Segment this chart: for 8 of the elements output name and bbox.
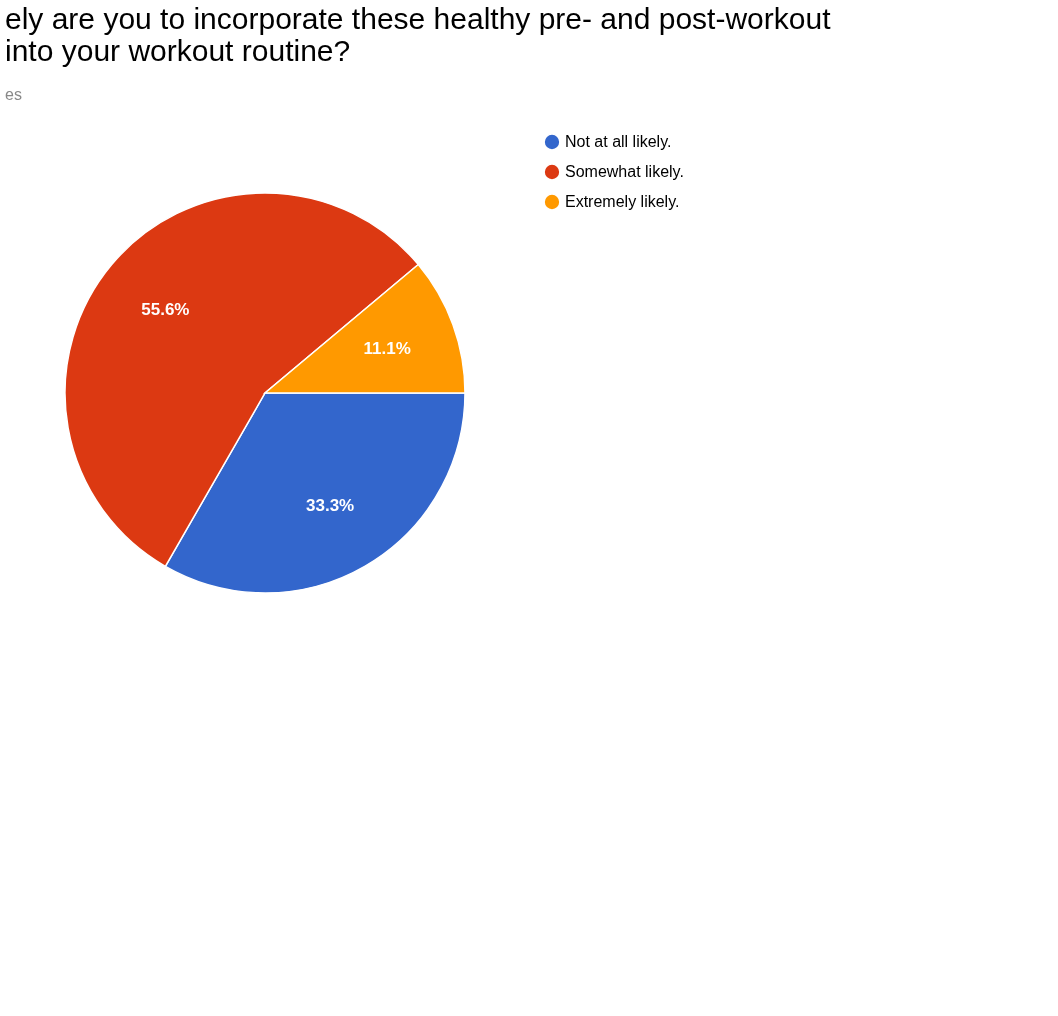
legend-label: Somewhat likely.	[565, 163, 684, 180]
legend-label: Not at all likely.	[565, 133, 672, 150]
data-label: 11.1%	[363, 338, 411, 358]
chart-subtitle: es	[5, 86, 22, 103]
data-label: 55.6%	[141, 299, 190, 319]
chart-title: ely are you to incorporate these healthy pre- and post-workout into your workout routine?	[5, 2, 832, 67]
data-label: 33.3%	[306, 495, 355, 515]
legend-label: Extremely likely.	[565, 193, 680, 210]
